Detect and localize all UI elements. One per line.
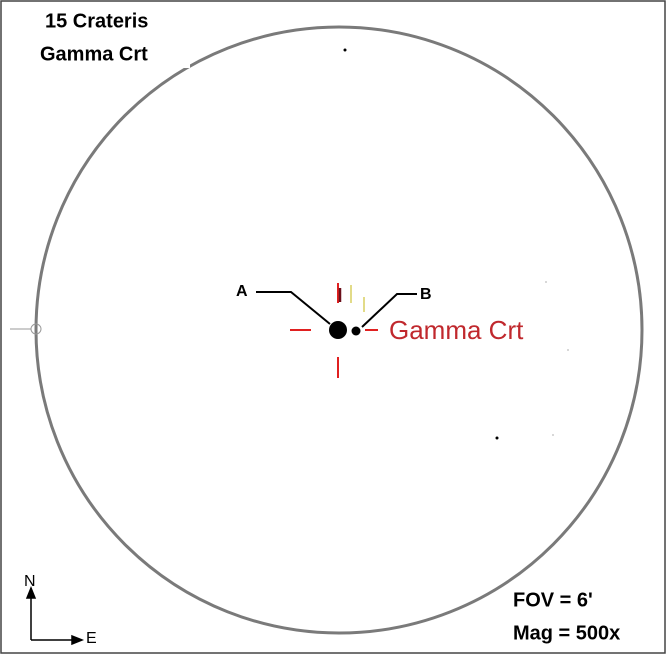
compass-east: E: [86, 630, 97, 647]
object-name: 15 Crateris: [45, 10, 148, 32]
field-circle: [34, 25, 644, 635]
field-star: [495, 436, 499, 440]
edge-marker: [30, 323, 42, 335]
magnification: Mag = 500x: [513, 622, 620, 644]
crosshair: [290, 283, 378, 378]
fov: FOV = 6': [513, 589, 593, 611]
title-backdrop: [30, 6, 190, 68]
star-b: [351, 326, 361, 336]
leader-a: [256, 291, 331, 325]
field-star: [545, 281, 547, 283]
label-b: B: [420, 286, 432, 303]
field-star: [343, 48, 347, 52]
label-a: A: [236, 283, 248, 300]
field-star: [567, 349, 569, 351]
field-star: [552, 434, 554, 436]
star-a: [329, 321, 347, 339]
compass-north: N: [24, 573, 36, 590]
compass: [25, 585, 85, 646]
object-designation: Gamma Crt: [40, 43, 148, 65]
leader-b: [361, 293, 417, 328]
target-label: Gamma Crt: [389, 315, 524, 345]
